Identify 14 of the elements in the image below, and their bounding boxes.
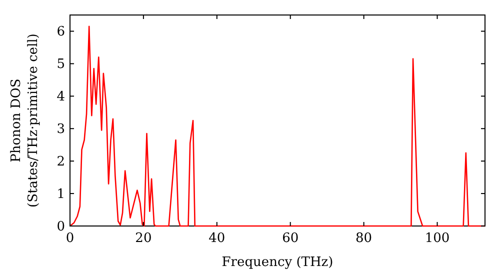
y-tick-label: 5 — [56, 57, 65, 72]
y-tick-label: 0 — [56, 220, 65, 234]
y-axis-title: Phonon DOS (States/THz·primitive cell) — [9, 33, 41, 208]
x-axis-title: Frequency (THz) — [222, 255, 334, 270]
y-tick-label: 1 — [56, 187, 65, 202]
x-tick-label: 80 — [356, 231, 372, 246]
y-tick-label: 4 — [56, 90, 65, 105]
y-tick-label: 2 — [56, 154, 65, 170]
x-tick-label: 20 — [135, 231, 152, 246]
x-tick-label: 40 — [208, 231, 226, 246]
y-tick-label: 3 — [56, 122, 65, 138]
y-tick-label: 6 — [56, 24, 65, 40]
x-tick-label: 60 — [282, 231, 299, 246]
x-tick-label: 100 — [424, 231, 450, 246]
